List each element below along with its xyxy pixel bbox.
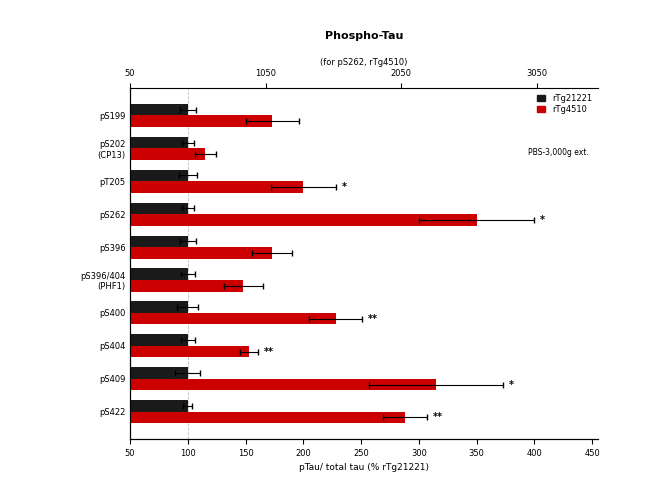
Bar [72,115,272,127]
Bar [72,247,272,259]
Text: *: * [540,215,545,225]
X-axis label: (for pS262, rTg4510): (for pS262, rTg4510) [320,58,408,67]
Bar [72,379,436,390]
Bar [72,334,188,346]
Text: **: ** [433,412,443,423]
Bar [72,137,188,148]
Legend: rTg21221, rTg4510: rTg21221, rTg4510 [536,92,594,116]
Text: **: ** [264,346,274,357]
Title: Phospho-Tau: Phospho-Tau [325,31,403,41]
Bar [72,412,405,423]
Bar [72,214,476,225]
Text: **: ** [368,314,378,324]
Bar [72,346,249,357]
Bar [72,302,188,313]
Bar [72,148,205,160]
Bar [72,181,304,193]
Bar [72,268,188,280]
Bar [72,313,335,325]
Bar [72,367,188,379]
X-axis label: pTau/ total tau (% rTg21221): pTau/ total tau (% rTg21221) [299,464,429,472]
Text: *: * [341,182,346,192]
Bar [72,280,243,291]
Bar [72,104,188,115]
Bar [72,236,188,247]
Text: PBS-3,000g ext.: PBS-3,000g ext. [528,147,589,157]
Text: *: * [509,380,514,389]
Bar [72,170,188,181]
Bar [72,400,188,412]
Bar [72,203,188,214]
